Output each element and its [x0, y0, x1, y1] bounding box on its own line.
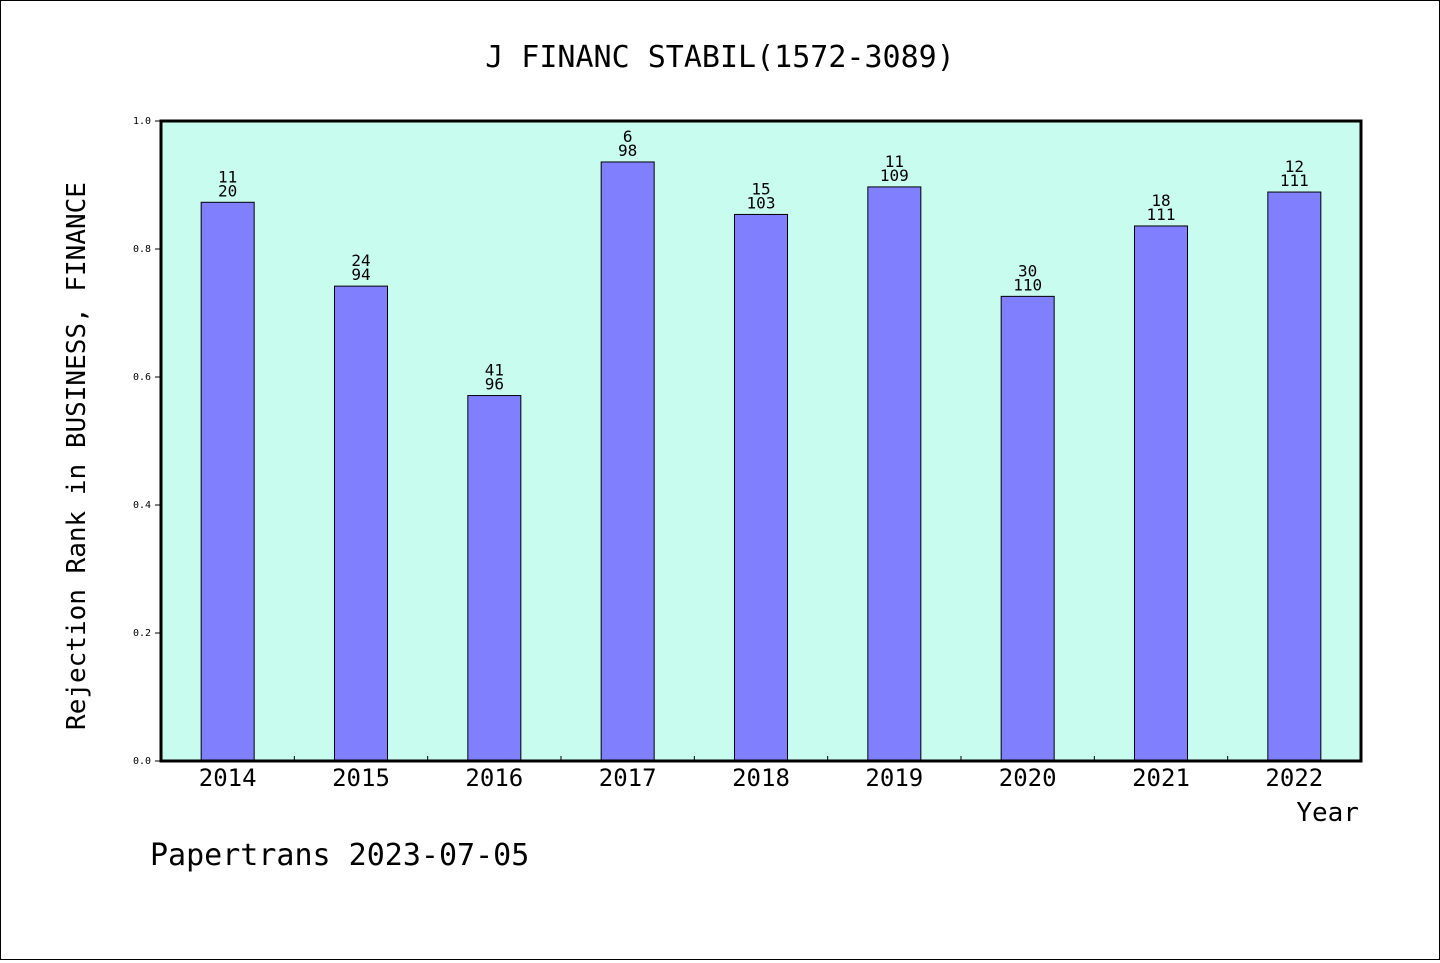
x-tick-label-2014: 2014: [199, 764, 257, 792]
x-tick-label-2020: 2020: [999, 764, 1057, 792]
bar-2014: [200, 201, 255, 762]
data-label-top-2018: 15: [751, 179, 770, 198]
data-label-bottom-2017: 98: [618, 141, 637, 160]
data-label-top-2014: 11: [218, 167, 237, 186]
data-label-bottom-2021: 111: [1147, 205, 1176, 224]
data-label-top-2020: 30: [1018, 261, 1037, 280]
footer-text: Papertrans 2023-07-05: [150, 838, 529, 873]
bar-2015: [334, 285, 388, 762]
chart-title: J FINANC STABIL(1572-3089): [485, 40, 955, 75]
data-label-bottom-2016: 96: [485, 375, 504, 394]
bar-2016: [467, 395, 522, 762]
y-tick-label-1.0: 1.0: [133, 116, 151, 127]
x-tick-label-2019: 2019: [865, 764, 923, 792]
x-tick-label-2018: 2018: [732, 764, 790, 792]
bar-2019: [867, 186, 922, 762]
data-label-top-2019: 11: [885, 152, 904, 171]
y-tick-label-0.4: 0.4: [133, 500, 151, 511]
x-tick-label-2021: 2021: [1132, 764, 1190, 792]
y-axis: 0.0 0.2 0.4 0.6 0.8 1.0: [133, 116, 161, 767]
data-label-bottom-2018: 103: [747, 193, 776, 212]
data-label-top-2017: 6: [623, 127, 633, 146]
bar-2022: [1267, 191, 1322, 762]
bar-2018: [734, 213, 788, 762]
x-axis: 2014 2015 2016 2017 2018 2019 2020 2021 2022: [199, 756, 1323, 792]
data-label-bottom-2019: 109: [880, 166, 909, 185]
y-tick-label-0.6: 0.6: [133, 372, 151, 383]
x-tick-label-2022: 2022: [1265, 764, 1323, 792]
data-label-top-2022: 12: [1285, 157, 1304, 176]
data-label-top-2021: 18: [1151, 191, 1170, 210]
data-label-top-2016: 41: [485, 361, 504, 380]
data-label-bottom-2020: 110: [1013, 275, 1042, 294]
data-label-bottom-2014: 20: [218, 181, 237, 200]
y-tick-label-0.0: 0.0: [133, 756, 151, 767]
data-label-top-2015: 24: [351, 251, 370, 270]
bar-2017: [600, 161, 655, 762]
x-tick-label-2017: 2017: [599, 764, 657, 792]
y-tick-label-0.2: 0.2: [133, 628, 151, 639]
x-tick-label-2015: 2015: [332, 764, 390, 792]
x-axis-label: Year: [1296, 798, 1359, 828]
x-tick-label-2016: 2016: [465, 764, 523, 792]
y-tick-label-0.8: 0.8: [133, 244, 151, 255]
y-axis-label: Rejection Rank in BUSINESS, FINANCE: [62, 182, 92, 730]
bars-group: [200, 161, 1322, 762]
data-label-bottom-2022: 111: [1280, 171, 1309, 190]
data-label-bottom-2015: 94: [351, 265, 370, 284]
bar-2021: [1134, 225, 1188, 762]
plot-border: [159, 119, 1363, 763]
bar-2020: [1000, 295, 1055, 762]
